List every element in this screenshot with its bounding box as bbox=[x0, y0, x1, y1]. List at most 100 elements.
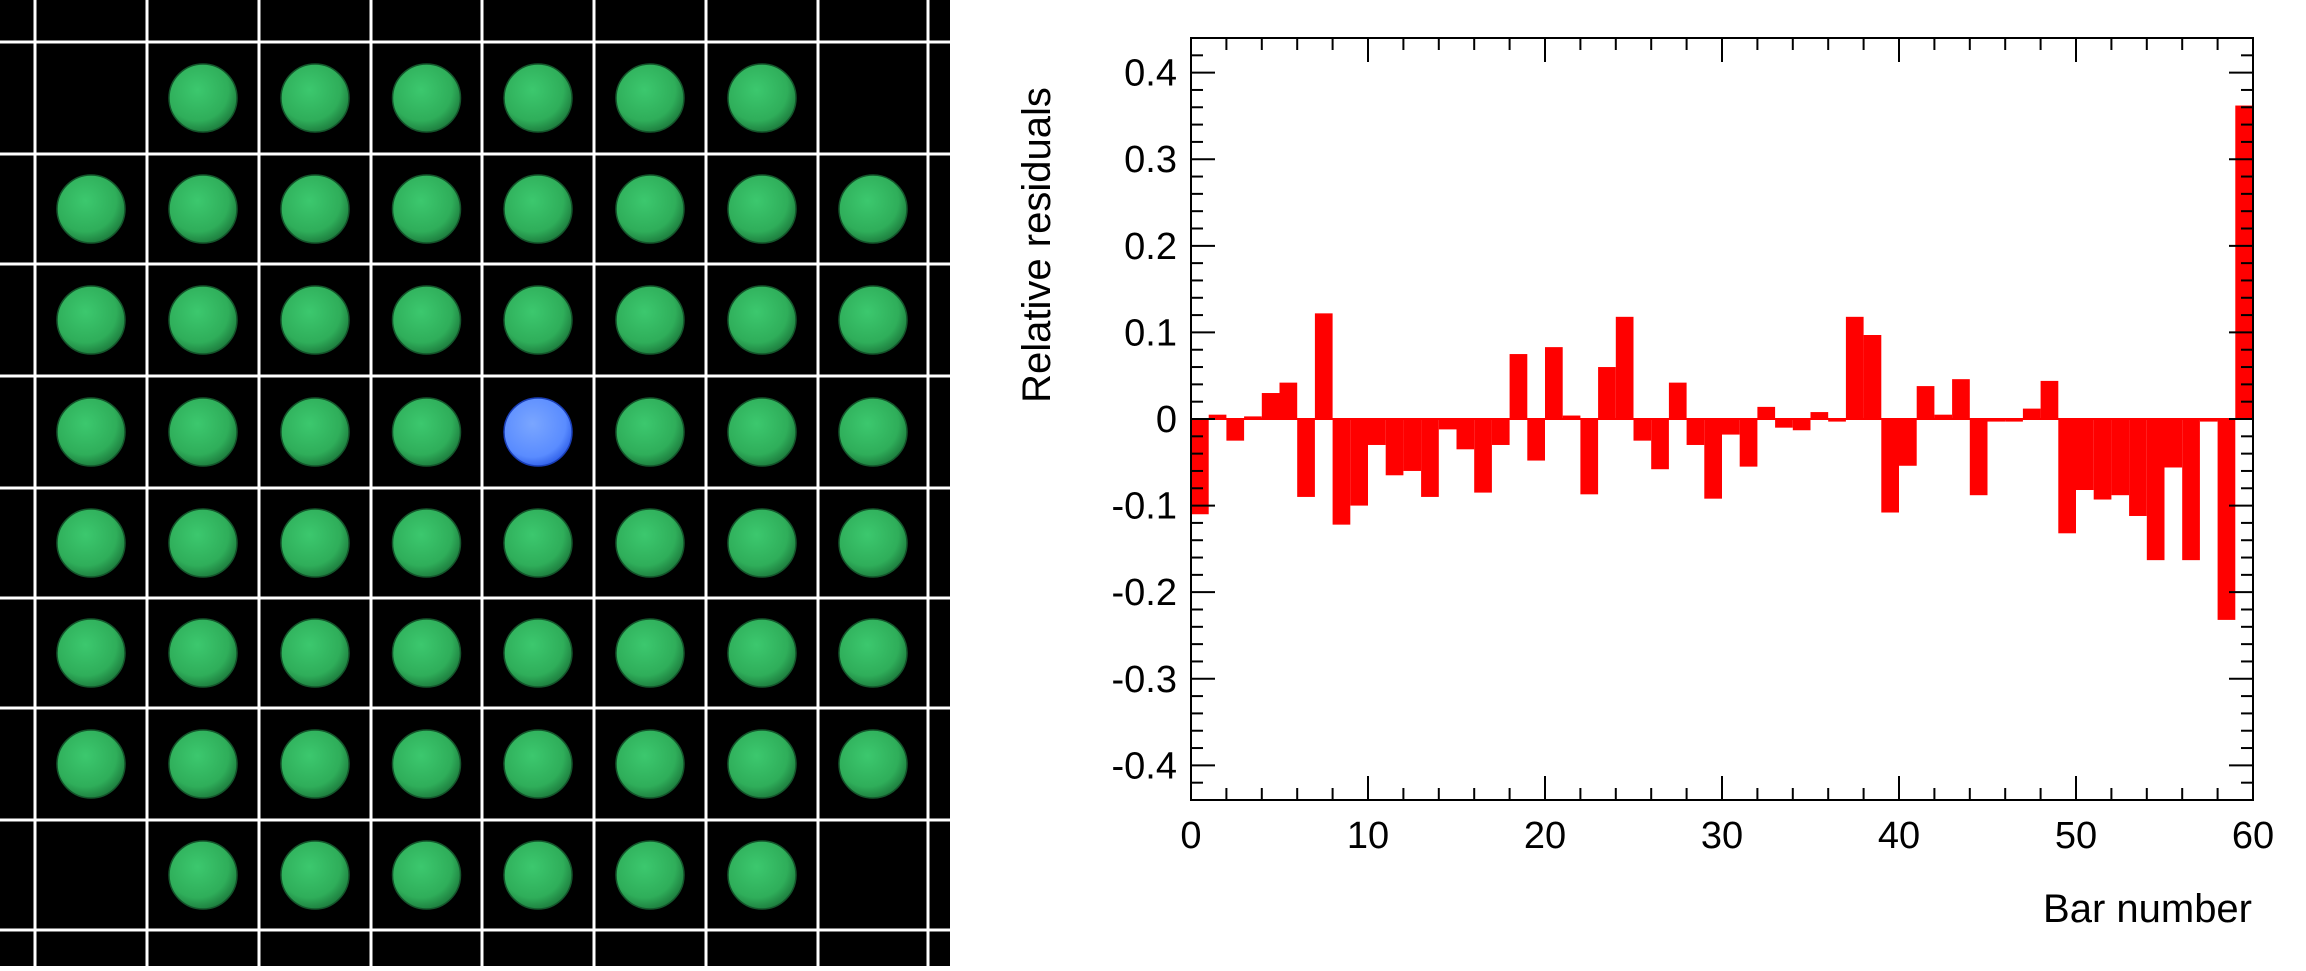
led-disc bbox=[615, 618, 685, 688]
bar bbox=[1651, 419, 1669, 470]
led-disc bbox=[168, 508, 238, 578]
y-axis-label: Relative residuals bbox=[1015, 87, 1059, 403]
led-disc bbox=[727, 63, 797, 133]
bar bbox=[1757, 406, 1776, 419]
x-tick-label: 0 bbox=[1180, 815, 1201, 857]
y-tick-label: 0 bbox=[1156, 399, 1177, 441]
bar bbox=[1969, 419, 1988, 496]
led-disc bbox=[615, 729, 685, 799]
x-tick-label: 50 bbox=[2055, 815, 2097, 857]
led-disc bbox=[280, 840, 350, 910]
bar bbox=[1916, 386, 1935, 419]
bar bbox=[2093, 419, 2112, 500]
bar bbox=[1191, 419, 1209, 515]
led-disc bbox=[391, 618, 462, 688]
led-disc bbox=[727, 397, 797, 467]
led-disc bbox=[727, 840, 797, 910]
led-array-photo bbox=[0, 0, 950, 966]
residuals-chart-svg: Bar number Relative residuals 0 10 20 30 40 5… bbox=[1015, 37, 2274, 931]
x-tick-label: 20 bbox=[1524, 815, 1566, 857]
led-disc bbox=[503, 63, 573, 133]
led-disc bbox=[391, 729, 462, 799]
led-disc bbox=[503, 285, 573, 355]
residuals-chart: Bar number Relative residuals 0 10 20 30 40 5… bbox=[950, 0, 2306, 966]
y-tick-label: -0.2 bbox=[1112, 572, 1177, 614]
x-tick-label: 60 bbox=[2232, 815, 2274, 857]
bar bbox=[2076, 419, 2094, 491]
led-disc bbox=[615, 174, 685, 244]
led-disc bbox=[391, 397, 462, 467]
y-tick-label: 0.2 bbox=[1124, 226, 1177, 268]
bar bbox=[2199, 419, 2218, 422]
bar bbox=[1598, 367, 1616, 419]
bar bbox=[1350, 419, 1368, 506]
led-disc bbox=[168, 729, 238, 799]
bar bbox=[1562, 415, 1581, 419]
bar bbox=[1332, 419, 1351, 525]
bar bbox=[1633, 419, 1652, 441]
bar bbox=[1899, 419, 1917, 466]
bar bbox=[1438, 419, 1457, 430]
bar bbox=[1491, 419, 1510, 445]
y-tick-label: 0.4 bbox=[1124, 53, 1177, 95]
x-tick-label: 40 bbox=[1878, 815, 1920, 857]
bar bbox=[1261, 393, 1280, 419]
bar bbox=[2058, 419, 2076, 534]
bar bbox=[1615, 316, 1634, 419]
led-disc bbox=[168, 63, 238, 133]
bar bbox=[1934, 414, 1953, 419]
led-disc bbox=[280, 397, 350, 467]
led-disc bbox=[391, 508, 462, 578]
bar bbox=[1474, 419, 1492, 493]
led-disc bbox=[168, 840, 238, 910]
bar bbox=[1863, 335, 1882, 419]
led-disc bbox=[838, 174, 908, 244]
led-disc bbox=[838, 285, 908, 355]
led-disc bbox=[503, 729, 573, 799]
led-disc bbox=[838, 508, 908, 578]
bar bbox=[1509, 354, 1528, 419]
led-disc bbox=[838, 729, 908, 799]
bar bbox=[1828, 419, 1846, 422]
bar bbox=[1244, 416, 1262, 419]
led-disc-highlighted bbox=[503, 397, 573, 467]
led-disc bbox=[727, 285, 797, 355]
led-disc bbox=[391, 63, 462, 133]
led-disc bbox=[168, 397, 238, 467]
bar bbox=[1456, 419, 1475, 450]
bar bbox=[1421, 419, 1439, 497]
bar bbox=[1314, 313, 1333, 419]
x-axis-label: Bar number bbox=[2043, 887, 2252, 931]
led-disc bbox=[615, 285, 685, 355]
bar bbox=[2164, 419, 2183, 468]
bar bbox=[1722, 419, 1740, 435]
led-disc bbox=[56, 285, 126, 355]
bar bbox=[1385, 419, 1404, 476]
y-tick-label: -0.3 bbox=[1112, 659, 1177, 701]
led-disc bbox=[56, 174, 126, 244]
bar bbox=[2146, 419, 2165, 561]
led-disc bbox=[280, 508, 350, 578]
bar bbox=[1297, 419, 1315, 497]
led-disc bbox=[503, 508, 573, 578]
photo-background bbox=[0, 0, 950, 966]
led-disc bbox=[280, 63, 350, 133]
bar bbox=[1208, 414, 1227, 419]
bar bbox=[1792, 419, 1811, 431]
led-disc bbox=[56, 729, 126, 799]
bar bbox=[2111, 419, 2130, 496]
bar bbox=[2040, 380, 2059, 419]
led-array-image bbox=[0, 0, 950, 966]
bar bbox=[2022, 408, 2041, 419]
bar bbox=[1686, 419, 1705, 445]
led-disc bbox=[280, 618, 350, 688]
led-disc bbox=[280, 729, 350, 799]
led-disc bbox=[503, 174, 573, 244]
led-disc bbox=[168, 618, 238, 688]
led-disc bbox=[615, 397, 685, 467]
led-disc bbox=[727, 729, 797, 799]
bar bbox=[1987, 419, 2006, 422]
bar bbox=[1775, 419, 1793, 428]
led-disc bbox=[391, 840, 462, 910]
bar bbox=[1668, 382, 1687, 419]
